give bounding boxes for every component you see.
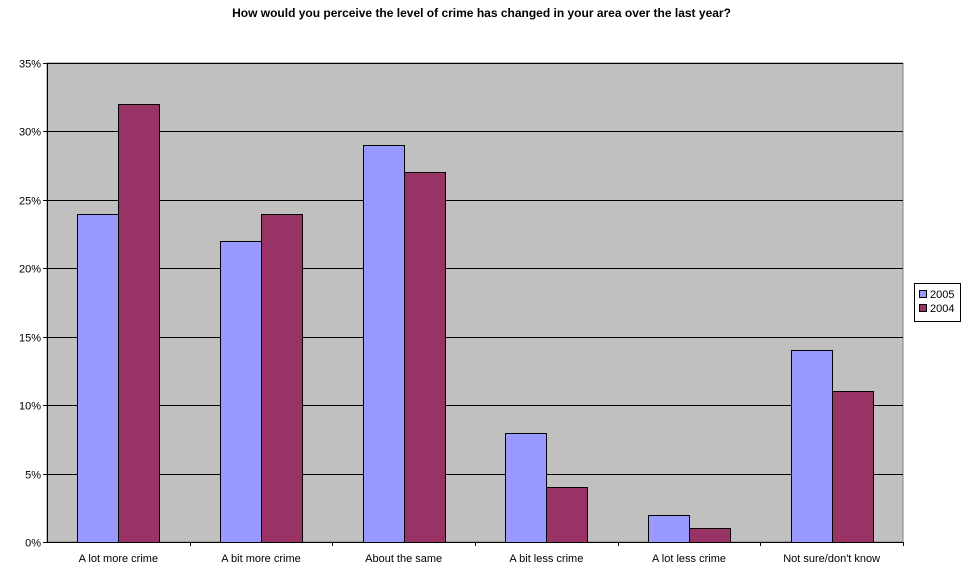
bar-2005-2 xyxy=(364,146,405,543)
x-tick-label: A lot less crime xyxy=(652,553,726,565)
plot-area xyxy=(47,63,903,542)
bar-2004-2 xyxy=(405,173,446,543)
bar-2005-0 xyxy=(78,215,119,543)
legend-swatch-2004 xyxy=(920,305,927,312)
y-tick-label: 35% xyxy=(19,59,41,71)
bar-2004-0 xyxy=(119,105,160,543)
bar-2005-4 xyxy=(649,516,690,543)
x-tick-label: About the same xyxy=(365,553,442,565)
bar-2005-3 xyxy=(506,434,547,543)
y-tick-label: 15% xyxy=(19,333,41,345)
x-tick-label: Not sure/don't know xyxy=(783,553,880,565)
x-tick-label: A bit less crime xyxy=(509,553,583,565)
y-tick-label: 30% xyxy=(19,127,41,139)
bar-2004-3 xyxy=(547,488,588,543)
bar-2005-1 xyxy=(221,242,262,543)
x-tick-label: A lot more crime xyxy=(79,553,158,565)
legend-label-2004: 2004 xyxy=(930,303,954,315)
x-tick-label: A bit more crime xyxy=(221,553,300,565)
y-tick-label: 5% xyxy=(25,470,41,482)
legend-swatch-2005 xyxy=(920,291,927,298)
bar-2004-5 xyxy=(833,392,874,543)
bar-2005-5 xyxy=(792,351,833,543)
y-tick-label: 10% xyxy=(19,401,41,413)
bar-2004-4 xyxy=(690,529,731,543)
y-tick-label: 0% xyxy=(25,538,41,550)
legend-label-2005: 2005 xyxy=(930,289,954,301)
y-tick-label: 25% xyxy=(19,196,41,208)
bar-2004-1 xyxy=(262,215,303,543)
y-tick-label: 20% xyxy=(19,264,41,276)
